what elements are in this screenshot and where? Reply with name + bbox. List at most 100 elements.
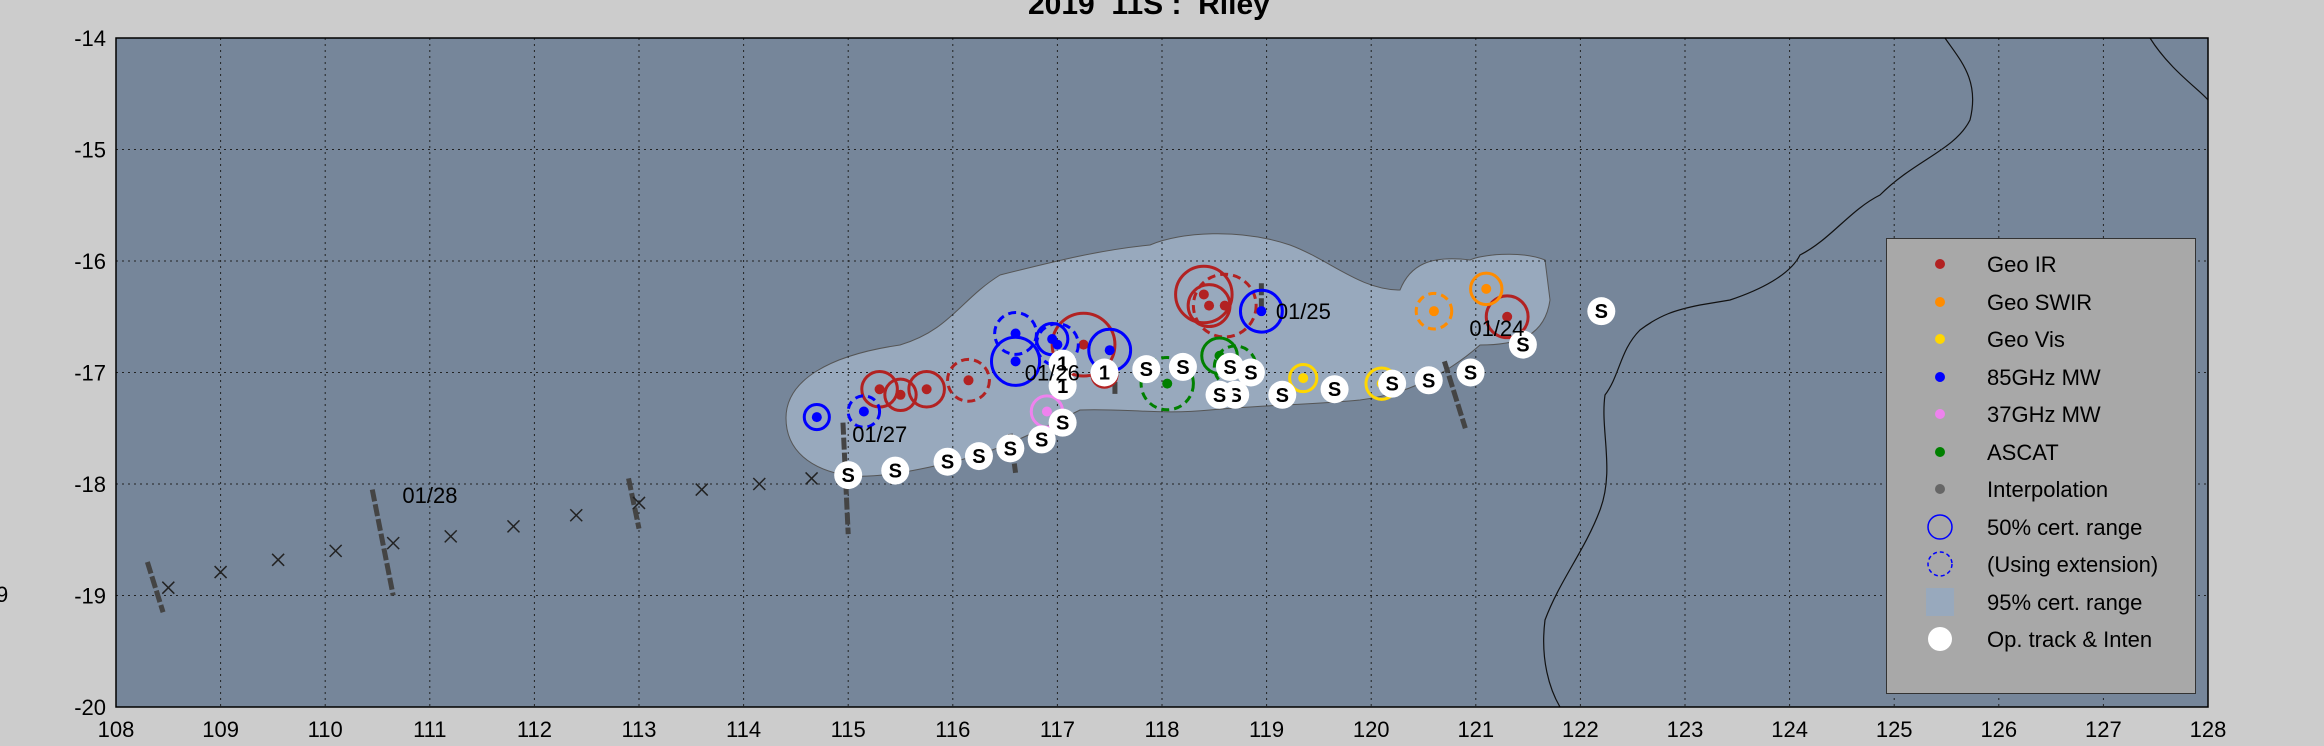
legend-label: (Using extension): [1987, 552, 2159, 577]
interp-cross: [569, 508, 583, 522]
fix-geo-vis: [1288, 362, 1319, 394]
op-track-point: S: [1320, 375, 1349, 404]
op-track-point: S: [996, 434, 1025, 463]
fix-geo-ir: [1186, 283, 1232, 329]
op-track-point: 1: [1048, 349, 1077, 378]
legend-item: Op. track & Inten: [1887, 620, 2195, 657]
x-tick-label: 110: [308, 717, 343, 742]
x-tick-label: 111: [413, 717, 446, 742]
interp-cross: [632, 496, 646, 510]
fix-geo-ir: [1050, 311, 1117, 378]
fix-geo-ir: [1191, 272, 1258, 339]
op-track-point: 1: [1090, 358, 1119, 387]
fix-mw85: [846, 394, 882, 429]
legend: Geo IR Geo SWIR Geo Vis 85GHz MW 37GHz MW ASC…: [1886, 238, 2196, 694]
legend-item: Geo Vis: [1887, 320, 2195, 357]
y-tick-label: -17: [74, 361, 106, 386]
svg-text:S: S: [1595, 301, 1608, 323]
y-tick-label: -15: [74, 138, 106, 163]
svg-text:S: S: [1140, 359, 1153, 381]
op-track-point: S: [1048, 408, 1077, 437]
coastline: [1543, 38, 2208, 707]
legend-symbol: [1928, 627, 1952, 651]
x-tick-label: 117: [1040, 717, 1075, 742]
op-track-point: S: [1508, 330, 1537, 359]
range-bar: [369, 489, 396, 596]
op-track-point: S: [881, 456, 910, 485]
range-bar: [626, 477, 642, 530]
y-tick-label: -19: [74, 584, 106, 609]
x-tick-label: 128: [2190, 717, 2227, 742]
svg-text:S: S: [842, 465, 855, 487]
legend-symbol: [1935, 296, 1945, 307]
interp-cross: [506, 519, 521, 533]
op-track-point: S: [834, 461, 863, 490]
op-track-point: S: [1456, 358, 1485, 387]
legend-label: Geo SWIR: [1987, 289, 2093, 315]
x-tick-label: 126: [1980, 717, 2017, 742]
fix-ascat: [1139, 356, 1195, 412]
svg-text:S: S: [1328, 379, 1341, 401]
x-tick-label: 108: [98, 717, 135, 742]
legend-symbol: [1935, 371, 1945, 382]
x-tick-label: 114: [726, 717, 761, 742]
x-tick-label: 119: [1249, 717, 1284, 742]
op-track-point: 1: [1048, 371, 1077, 400]
legend-item: (Using extension): [1887, 545, 2195, 582]
legend-label: 95% cert. range: [1987, 589, 2143, 615]
plot-frame: [115, 37, 2209, 708]
y-tick-label: -14: [74, 26, 106, 51]
x-tick-label: 123: [1667, 717, 1704, 742]
fix-mw85: [1238, 288, 1284, 334]
date-label: 01/28: [402, 483, 457, 508]
x-tick-label: 113: [621, 717, 656, 742]
legend-symbol: [1935, 484, 1945, 494]
legend-item: 50% cert. range: [1887, 508, 2195, 545]
date-label: 01/26: [1025, 361, 1080, 386]
svg-text:S: S: [889, 461, 902, 483]
fix-geo-ir: [907, 369, 946, 409]
svg-text:1: 1: [1057, 376, 1068, 398]
legend-item: 85GHz MW: [1887, 358, 2195, 395]
interp-cross: [805, 471, 819, 485]
svg-text:S: S: [1276, 385, 1289, 407]
op-track-point: S: [1168, 352, 1197, 381]
legend-label: Op. track & Inten: [1987, 627, 2153, 652]
date-label: 01/27: [852, 422, 907, 447]
legend-label: 85GHz MW: [1987, 364, 2101, 390]
y-tick-label: -18: [74, 472, 106, 497]
legend-item: ASCAT: [1887, 433, 2195, 470]
op-track-point: S: [1268, 380, 1297, 409]
legend-label: Geo IR: [1987, 252, 2057, 277]
legend-symbol: [1926, 587, 1954, 616]
svg-text:S: S: [941, 452, 954, 474]
grid-lines: [116, 38, 2208, 707]
x-tick-label: 127: [2085, 717, 2122, 742]
interp-cross: [271, 553, 285, 567]
legend-symbol: [1935, 446, 1945, 457]
legend-label: 50% cert. range: [1987, 514, 2143, 540]
interp-cross: [695, 483, 709, 497]
fix-mw85: [802, 403, 831, 432]
legend-label: Interpolation: [1987, 477, 2109, 502]
svg-text:S: S: [1035, 429, 1048, 451]
op-track-point: S: [1027, 425, 1056, 454]
svg-text:S: S: [1223, 357, 1236, 379]
svg-text:S: S: [1176, 357, 1189, 379]
date-labels: 01/24 01/25 01/26 01/27 01/28: [402, 299, 1524, 508]
svg-text:S: S: [1422, 370, 1435, 392]
op-track-point: S: [1215, 352, 1244, 381]
svg-text:1: 1: [1099, 363, 1110, 385]
fix-geo-ir: [946, 357, 991, 403]
svg-text:S: S: [1516, 335, 1529, 357]
svg-text:1: 1: [1057, 354, 1068, 376]
svg-text:S: S: [1056, 413, 1069, 435]
interp-cross: [752, 477, 766, 491]
legend-item: Interpolation: [1887, 470, 2195, 507]
x-tick-label: 124: [1771, 717, 1808, 742]
fix-geo-ir: [1174, 264, 1234, 325]
interp-cross: [214, 565, 228, 579]
legend-label: 37GHz MW: [1987, 402, 2101, 427]
svg-text:S: S: [972, 446, 985, 468]
